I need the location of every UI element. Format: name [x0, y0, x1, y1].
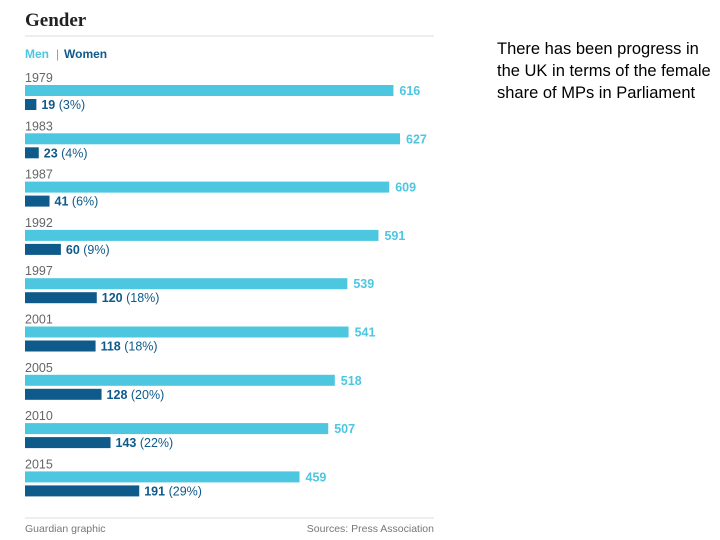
- women-value-label: 143 (22%): [116, 436, 174, 450]
- women-bar: [25, 437, 111, 449]
- women-bar: [25, 340, 96, 352]
- women-value-label: 128 (20%): [107, 388, 165, 402]
- year-label: 2001: [25, 313, 53, 327]
- women-percent-label: (20%): [131, 388, 164, 402]
- women-bar: [25, 388, 102, 400]
- footer-credit: Guardian graphic: [25, 523, 106, 535]
- men-value-label: 539: [353, 277, 374, 291]
- men-bar: [25, 85, 394, 96]
- women-percent-label: (9%): [83, 243, 109, 257]
- year-label: 2010: [25, 409, 53, 423]
- women-percent-label: (29%): [169, 484, 202, 498]
- men-value-label: 616: [399, 84, 420, 98]
- women-bar: [25, 292, 97, 304]
- women-value-label: 118 (18%): [101, 340, 158, 354]
- footer-source: Sources: Press Association: [307, 523, 434, 535]
- men-bar: [25, 326, 349, 338]
- year-label: 1992: [25, 216, 53, 230]
- women-percent-label: (3%): [59, 98, 85, 112]
- men-value-label: 591: [384, 229, 405, 243]
- women-percent-label: (6%): [72, 195, 98, 209]
- side-note: There has been progress in the UK in ter…: [497, 40, 711, 102]
- year-label: 1987: [25, 168, 53, 182]
- men-bar: [25, 374, 335, 386]
- legend-separator: |: [56, 47, 59, 61]
- women-value-label: 41 (6%): [55, 195, 99, 209]
- legend-men: Men: [25, 47, 49, 61]
- men-value-label: 459: [306, 470, 327, 484]
- women-bar: [25, 99, 37, 110]
- men-bar: [25, 278, 348, 290]
- chart-canvas: Gender Men | Women 1979 616 19 (3%) 1983 627…: [25, 10, 434, 535]
- women-value-label: 23 (4%): [44, 146, 88, 160]
- gender-chart: Gender Men | Women 1979 616 19 (3%) 1983 627…: [25, 10, 434, 535]
- women-percent-label: (18%): [124, 340, 157, 354]
- women-percent-label: (18%): [126, 291, 159, 305]
- bars-group: 1979 616 19 (3%) 1983 627 23 (4%) 1987 609 41 (6…: [25, 71, 427, 498]
- men-bar: [25, 181, 390, 193]
- women-percent-label: (22%): [140, 436, 173, 450]
- men-value-label: 609: [395, 181, 416, 195]
- legend-women: Women: [64, 47, 107, 61]
- men-bar: [25, 471, 300, 483]
- year-label: 1979: [25, 71, 53, 85]
- women-value-label: 60 (9%): [66, 243, 110, 257]
- men-value-label: 507: [334, 422, 355, 436]
- year-label: 1983: [25, 119, 53, 133]
- men-bar: [25, 229, 379, 241]
- chart-title: Gender: [25, 10, 87, 31]
- men-bar: [25, 423, 329, 435]
- year-label: 2015: [25, 457, 53, 471]
- women-bar: [25, 485, 140, 497]
- women-percent-label: (4%): [61, 146, 87, 160]
- women-value-label: 19 (3%): [41, 98, 85, 112]
- men-value-label: 627: [406, 132, 427, 146]
- year-label: 2005: [25, 361, 53, 375]
- men-value-label: 541: [355, 326, 376, 340]
- women-bar: [25, 243, 61, 255]
- women-value-label: 120 (18%): [102, 291, 160, 305]
- women-bar: [25, 195, 50, 207]
- women-bar: [25, 147, 39, 159]
- men-bar: [25, 133, 400, 145]
- women-value-label: 191 (29%): [144, 484, 202, 498]
- men-value-label: 518: [341, 374, 362, 388]
- year-label: 1997: [25, 264, 53, 278]
